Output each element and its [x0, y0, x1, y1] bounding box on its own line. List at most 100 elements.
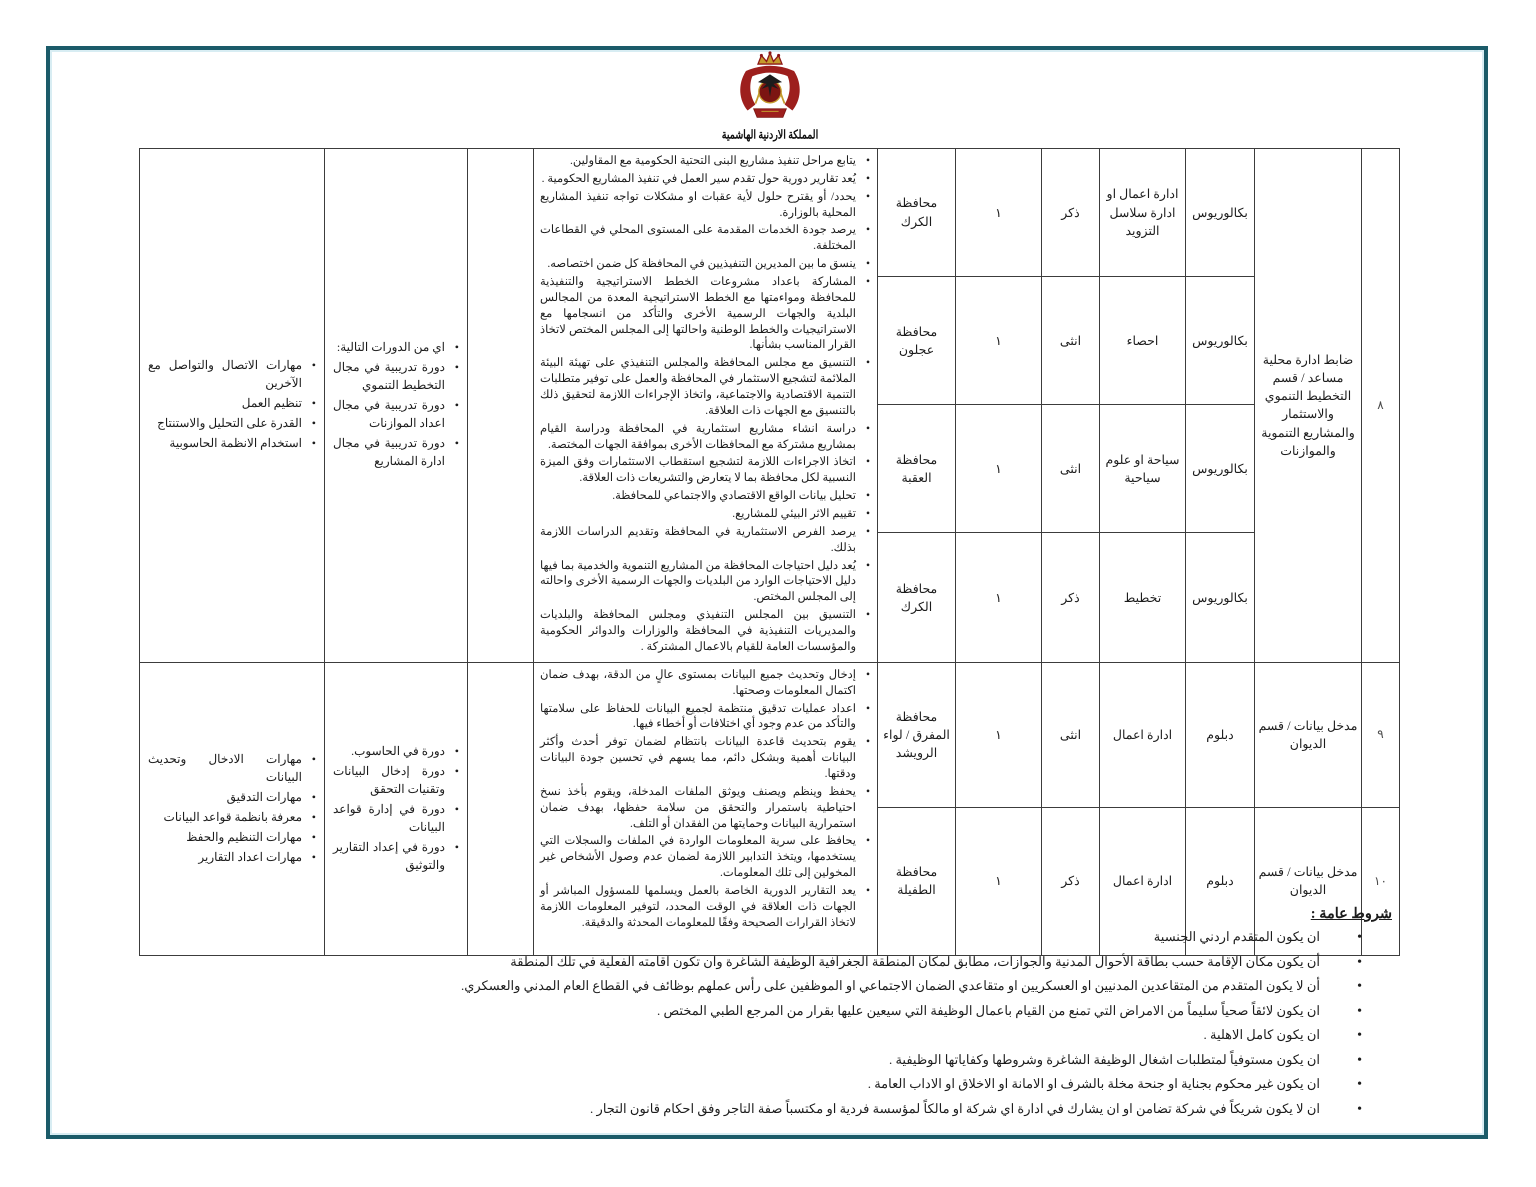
bullet-item: التنسيق مع مجلس المحافظة والمجلس التنفيذ… [540, 356, 870, 419]
bullet-item: يُعد تقارير دورية حول تقدم سير العمل في … [540, 172, 870, 188]
table-row: بكالوريوس تخطيط ذكر ١ محافظة الكرك [140, 532, 1400, 663]
bullet-item: اعداد عمليات تدقيق منتظمة لجميع البيانات… [540, 702, 870, 734]
page-border-frame [46, 46, 1488, 1139]
count-cell: ١ [955, 404, 1042, 534]
bullet-item: ينسق ما بين المديرين التنفيذيين في المحا… [540, 257, 870, 273]
skills-list: مهارات الاتصال والتواصل مع الآخرين تنظيم … [148, 356, 316, 452]
bullet-item: يتابع مراحل تنفيذ مشاريع البنى التحتية ا… [540, 154, 870, 170]
governorate-cell: محافظة عجلون [877, 276, 956, 406]
jordan-emblem-icon [740, 51, 800, 118]
tasks-cell: إدخال وتحديث جميع البيانات بمستوى عالٍ م… [533, 661, 878, 956]
governorate-cell: محافظة العقبة [877, 404, 956, 534]
bullet-item: يُعد دليل احتياجات المحافظة من المشاريع … [540, 559, 870, 607]
bullet-item: دورة في إدارة قواعد البيانات [333, 800, 459, 836]
bullet-item: التنسيق بين المجلس التنفيذي ومجلس المحاف… [540, 608, 870, 656]
job-title-cell: مدخل بيانات / قسم الديوان [1254, 661, 1362, 808]
specialization-cell: سياحة او علوم سياحية [1099, 404, 1186, 534]
bullet-item: ان يكون كامل الاهلية . [92, 1025, 1392, 1045]
count-cell: ١ [955, 532, 1042, 663]
tasks-list: إدخال وتحديث جميع البيانات بمستوى عالٍ م… [540, 668, 870, 932]
table-row: ٨ ضابط ادارة محلية مساعد / قسم التخطيط ا… [139, 147, 1400, 663]
empty-cell [467, 148, 534, 663]
courses-cell: دورة في الحاسوب. دورة إدخال البيانات وتقن… [324, 661, 468, 956]
governorate-cell: محافظة الكرك [877, 147, 956, 278]
conditions-title: شروط عامة : [1310, 906, 1392, 922]
courses-list: دورة في الحاسوب. دورة إدخال البيانات وتقن… [333, 742, 459, 874]
bullet-item: مهارات اعداد التقارير [148, 848, 316, 866]
bullet-item: مهارات التدقيق [148, 788, 316, 806]
governorate-cell: محافظة المفرق / لواء الرويشد [877, 661, 956, 808]
bullet-item: دورة تدريبية في مجال التخطيط التنموي [333, 358, 459, 394]
bullet-item: ان يكون غير محكوم بجناية او جنحة مخلة با… [92, 1074, 1392, 1094]
qualification-cell: دبلوم [1185, 661, 1255, 808]
bullet-item: أن يكون مكان الإقامة حسب بطاقة الأحوال ا… [92, 952, 1392, 972]
bullet-item: يحدد/ أو يقترح حلول لأية عقبات او مشكلات… [540, 190, 870, 222]
bullet-item: معرفة بانظمة قواعد البيانات [148, 808, 316, 826]
row-number: ٨ [1361, 148, 1400, 663]
tasks-list: يتابع مراحل تنفيذ مشاريع البنى التحتية ا… [540, 154, 870, 656]
gender-cell: انثى [1041, 276, 1100, 406]
gender-cell: انثى [1041, 661, 1100, 808]
bullet-item: ان يكون المتقدم اردني الجنسية [92, 927, 1392, 947]
bullet-item: تنظيم العمل [148, 394, 316, 412]
qualification-cell: بكالوريوس [1185, 147, 1255, 278]
specialization-cell: احصاء [1099, 276, 1186, 406]
bullet-item: استخدام الانظمة الحاسوبية [148, 434, 316, 452]
conditions-list: ان يكون المتقدم اردني الجنسية أن يكون مكا… [92, 927, 1392, 1119]
bullet-item: يحفظ وينظم ويصنف ويوثق الملفات المدخلة، … [540, 785, 870, 833]
gender-cell: ذكر [1041, 532, 1100, 663]
specialization-cell: ادارة اعمال او ادارة سلاسل التزويد [1099, 147, 1186, 278]
bullet-item: اتخاذ الاجراءات اللازمة لتشجيع استقطاب ا… [540, 455, 870, 487]
bullet-item: يعد التقارير الدورية الخاصة بالعمل ويسلم… [540, 884, 870, 932]
bullet-item: ان لا يكون شريكاً في شركة تضامن او ان يش… [92, 1099, 1392, 1119]
bullet-item: يرصد الفرص الاستثمارية في المحافظة وتقدي… [540, 525, 870, 557]
qualification-cell: بكالوريوس [1185, 532, 1255, 663]
bullet-item: المشاركة باعداد مشروعات الخطط الاستراتيج… [540, 275, 870, 354]
governorate-cell: محافظة الكرك [877, 532, 956, 663]
bullet-item: تقييم الاثر البيئي للمشاريع. [540, 507, 870, 523]
bullet-item: دورة تدريبية في مجال ادارة المشاريع [333, 434, 459, 470]
bullet-item: ان يكون مستوفياً لمتطلبات اشغال الوظيفة … [92, 1050, 1392, 1070]
count-cell: ١ [955, 147, 1042, 278]
gender-cell: انثى [1041, 404, 1100, 534]
skills-cell: مهارات الادخال وتحديث البيانات مهارات الت… [139, 661, 325, 956]
job-title-cell: ضابط ادارة محلية مساعد / قسم التخطيط الت… [1254, 148, 1362, 663]
bullet-item: مهارات الاتصال والتواصل مع الآخرين [148, 356, 316, 392]
bullet-item: ان يكون لائقاً صحياً سليماً من الامراض ا… [92, 1001, 1392, 1021]
coat-of-arms: المملكة الاردنية الهاشمية [690, 50, 850, 143]
table-row: بكالوريوس احصاء انثى ١ محافظة عجلون [140, 276, 1400, 406]
specialization-cell: ادارة اعمال [1099, 661, 1186, 808]
bullet-item: دورة في الحاسوب. [333, 742, 459, 760]
count-cell: ١ [955, 276, 1042, 406]
table-row: ٩ مدخل بيانات / قسم الديوان دبلوم ادارة … [139, 661, 1400, 956]
specialization-cell: تخطيط [1099, 532, 1186, 663]
bullet-item: دورة إدخال البيانات وتقنيات التحقق [333, 762, 459, 798]
skills-cell: مهارات الاتصال والتواصل مع الآخرين تنظيم … [139, 148, 325, 663]
bullet-item: إدخال وتحديث جميع البيانات بمستوى عالٍ م… [540, 668, 870, 700]
skills-list: مهارات الادخال وتحديث البيانات مهارات الت… [148, 750, 316, 866]
tasks-cell: يتابع مراحل تنفيذ مشاريع البنى التحتية ا… [533, 148, 878, 663]
bullet-item: يحافظ على سرية المعلومات الواردة في المل… [540, 834, 870, 882]
row-number: ٩ [1361, 661, 1400, 808]
qualification-cell: بكالوريوس [1185, 404, 1255, 534]
vacancies-table: ٨ ضابط ادارة محلية مساعد / قسم التخطيط ا… [139, 147, 1400, 956]
gender-cell: ذكر [1041, 147, 1100, 278]
bullet-item: يقوم بتحديث قاعدة البيانات بانتظام لضمان… [540, 735, 870, 783]
courses-list: اي من الدورات التالية: دورة تدريبية في مج… [333, 338, 459, 470]
bullet-item: مهارات التنظيم والحفظ [148, 828, 316, 846]
emblem-caption: المملكة الاردنية الهاشمية [721, 129, 819, 143]
count-cell: ١ [955, 661, 1042, 808]
bullet-item: دراسة انشاء مشاريع استثمارية في المحافظة… [540, 422, 870, 454]
qualification-cell: بكالوريوس [1185, 276, 1255, 406]
bullet-item: يرصد جودة الخدمات المقدمة على المستوى ال… [540, 223, 870, 255]
bullet-item: مهارات الادخال وتحديث البيانات [148, 750, 316, 786]
bullet-item: تحليل بيانات الواقع الاقتصادي والاجتماعي… [540, 489, 870, 505]
general-conditions-section: شروط عامة : ان يكون المتقدم اردني الجنسي… [92, 906, 1392, 1123]
bullet-item: دورة في إعداد التقارير والتوثيق [333, 838, 459, 874]
bullet-item: أن لا يكون المتقدم من المتقاعدين المدنيي… [92, 976, 1392, 996]
courses-cell: اي من الدورات التالية: دورة تدريبية في مج… [324, 148, 468, 663]
bullet-item: القدرة على التحليل والاستنتاج [148, 414, 316, 432]
bullet-item: دورة تدريبية في مجال اعداد الموازنات [333, 396, 459, 432]
empty-cell [467, 661, 534, 956]
